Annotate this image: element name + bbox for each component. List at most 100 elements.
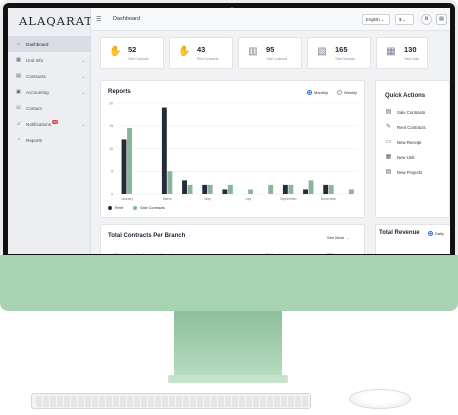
mouse (349, 389, 411, 409)
see-more-link[interactable]: See More → (327, 235, 349, 240)
keyboard-keys (36, 396, 308, 407)
currency-select[interactable]: $ ⌄ (395, 14, 414, 25)
sidebar-item-reports[interactable]: ◔ Reports (8, 132, 91, 148)
legend-swatch (133, 206, 137, 210)
contract-icon: ▥ (248, 46, 258, 57)
sidebar-item-label: Contact (26, 105, 42, 111)
revenue-daily-radio[interactable]: Daily (428, 231, 444, 236)
period-weekly-label: Weekly (344, 90, 358, 95)
radio-unselected-icon (337, 90, 342, 95)
period-monthly-radio[interactable]: Monthly (307, 90, 328, 95)
x-tick-label: July (245, 197, 251, 201)
bar-sale-contracts (207, 184, 213, 194)
legend-label: Rent (115, 206, 124, 210)
phone-icon: ☏ (15, 105, 22, 111)
quick-actions-title: Quick Actions (385, 93, 426, 99)
main-content: ✋ 52 Sale Contracts ✋ 43 Rent Contracts ▥ 95 Tot… (91, 31, 450, 254)
monitor-stand-base (168, 375, 288, 383)
reports-panel: Reports Monthly Weekly 0 5 10 15 20 January Ma… (100, 80, 365, 218)
chevron-down-icon: ⌄ (402, 17, 407, 22)
dashboard-screen: ALAQARAT ⌂ Dashboard ▦ Unit Info ⌄ ▤ Contracts… (8, 8, 450, 254)
top-bar: ☰ Dashboard English ⌄ $ ⌄ ⚙ ▤ (91, 8, 450, 31)
stat-card[interactable]: ▦ 130 Total Units (376, 37, 428, 69)
stat-card[interactable]: ✋ 52 Sale Contracts (100, 37, 164, 69)
reports-bar-chart: 0 5 10 15 20 January March May July September Nove… (109, 101, 359, 201)
bar-rent (222, 189, 228, 194)
bar-rent (202, 184, 208, 194)
see-more-label: See More (327, 235, 345, 240)
bar-rent (282, 184, 288, 194)
notification-badge: 20 (52, 120, 59, 124)
bar-rent (303, 189, 308, 194)
document-icon: ▤ (16, 73, 21, 79)
bar-sale-contracts (308, 180, 314, 194)
document-edit-icon: ✎ (385, 124, 392, 130)
quick-action-new-projects[interactable]: ▤ New Projects (385, 169, 423, 176)
bar-sale-contracts (187, 184, 193, 194)
stat-label: Total Receipts (335, 57, 356, 61)
sidebar-item-label: Contracts (26, 73, 46, 79)
stat-label: Total Units (404, 57, 419, 61)
document-icon: ▤ (385, 169, 392, 175)
legend-rent[interactable]: Rent (108, 206, 123, 210)
branch-row-label: Total contracts fixed against for this m… (115, 253, 175, 254)
legend-label: Sale Contracts (140, 206, 165, 210)
chart-icon: ◔ (16, 137, 21, 143)
currency-value: $ (399, 17, 402, 22)
quick-action-label: New Receipt (397, 140, 422, 145)
sidebar-item-contact[interactable]: ☏ Contact (8, 100, 91, 116)
quick-action-new-receipt[interactable]: ▭ New Receipt (385, 139, 422, 146)
building-icon: ▦ (386, 46, 396, 57)
x-tick-label: May (205, 197, 212, 201)
chevron-down-icon: ⌄ (81, 89, 85, 95)
sidebar-item-accounting[interactable]: ▣ Accounting ⌄ (8, 84, 91, 100)
hamburger-menu-icon[interactable]: ☰ (96, 17, 102, 23)
document-icon: ▤ (385, 109, 392, 115)
period-weekly-radio[interactable]: Weekly (337, 90, 357, 95)
settings-icon[interactable]: ⚙ (421, 14, 432, 25)
quick-action-label: Sale Contracts (397, 110, 426, 115)
quick-action-label: New Unit (397, 155, 415, 160)
stat-card[interactable]: ✋ 43 Rent Contracts (169, 37, 233, 69)
radio-selected-icon (307, 90, 312, 95)
sidebar-item-notifications[interactable]: ♫ Notifications 20 ⌄ (8, 116, 91, 132)
legend-sale-contracts[interactable]: Sale Contracts (133, 206, 165, 210)
profile-icon[interactable]: ▤ (436, 14, 447, 25)
revenue-daily-label: Daily (435, 231, 444, 236)
total-revenue-panel: Total Revenue Daily (375, 224, 450, 254)
stat-label: Total Contracts (266, 57, 288, 61)
quick-action-new-unit[interactable]: ▦ New Unit (385, 154, 415, 161)
reports-title: Reports (108, 89, 131, 95)
x-tick-label: September (280, 197, 297, 201)
contracts-per-branch-panel: Total Contracts Per Branch See More → To… (100, 224, 365, 254)
bar-rent (182, 180, 187, 194)
stat-card[interactable]: ▧ 165 Total Receipts (307, 37, 371, 69)
building-icon: ▦ (16, 57, 21, 63)
stat-card[interactable]: ▥ 95 Total Contracts (238, 37, 302, 69)
monitor-chin (0, 255, 458, 311)
quick-action-label: New Projects (397, 170, 423, 175)
language-select[interactable]: English ⌄ (362, 14, 390, 25)
calculator-icon: ▣ (16, 89, 21, 95)
bell-icon: ♫ (16, 121, 21, 127)
sidebar-item-label: Reports (26, 137, 43, 143)
monitor-stand (174, 311, 282, 377)
sidebar-item-dashboard[interactable]: ⌂ Dashboard (8, 36, 91, 52)
total-contracts-label: Total contracts (266, 253, 287, 254)
sidebar-nav: ⌂ Dashboard ▦ Unit Info ⌄ ▤ Contracts ⌄ ▣ Account… (8, 36, 91, 148)
app-logo[interactable]: ALAQARAT (19, 14, 93, 28)
bar-sale-contracts (288, 184, 294, 194)
x-tick-label: March (163, 197, 173, 201)
chevron-down-icon: ⌄ (380, 17, 385, 22)
chevron-down-icon: ⌄ (81, 57, 85, 63)
legend-swatch (108, 206, 112, 210)
quick-action-label: Rent Contracts (397, 125, 426, 130)
sidebar-item-unit-info[interactable]: ▦ Unit Info ⌄ (8, 52, 91, 68)
bar-sale-contracts (127, 128, 132, 194)
sidebar-item-contracts[interactable]: ▤ Contracts ⌄ (8, 68, 91, 84)
language-value: English (366, 17, 380, 22)
bar-sale-contracts (248, 189, 253, 194)
quick-action-rent-contracts[interactable]: ✎ Rent Contracts (385, 124, 426, 131)
stat-value: 165 (335, 45, 348, 54)
quick-action-sale-contracts[interactable]: ▤ Sale Contracts (385, 109, 426, 116)
